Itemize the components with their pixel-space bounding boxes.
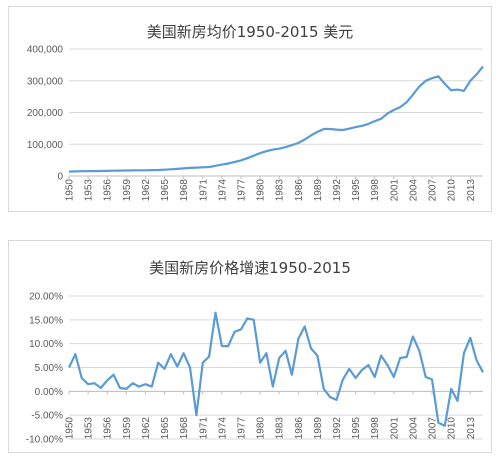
x-tick-label: 1959 [122, 179, 133, 202]
series-line [68, 311, 484, 427]
y-tick-label: -10.00% [26, 435, 63, 446]
x-tick-label: 1965 [160, 417, 171, 440]
x-tick-label: 1968 [179, 417, 190, 440]
y-tick-label: 400,000 [27, 45, 64, 56]
x-tick-label: 1968 [179, 179, 190, 202]
y-tick-label: 10.00% [29, 339, 63, 350]
x-tick-label: 1971 [198, 417, 209, 440]
y-tick-label: 0 [57, 172, 63, 183]
x-tick-label: 1986 [294, 417, 305, 440]
x-tick-label: 1962 [141, 417, 152, 440]
chart-title: 美国新房价格增速1950-2015 [149, 259, 351, 277]
x-tick-label: 2007 [428, 179, 439, 202]
x-tick-label: 1992 [332, 417, 343, 440]
growth-chart-svg: 20.00% 15.00% 10.00% 5.00% 0.00% -5.00% -10.00… [26, 292, 484, 446]
x-tick-label: 1989 [313, 417, 324, 440]
y-tick-label: 200,000 [27, 108, 64, 119]
x-tick-label: 1998 [370, 417, 381, 440]
x-tick-label: 1965 [160, 179, 171, 202]
chart-panel-growth: 美国新房价格增速1950-2015 20.00% 15.00% 10.00% 5.00… [8, 240, 492, 453]
x-tick-label: 2010 [447, 179, 458, 202]
chart-title: 美国新房均价1950-2015 美元 [146, 23, 354, 41]
x-tick-label: 1989 [313, 179, 324, 202]
x-tick-label: 1977 [236, 417, 247, 440]
x-tick-label: 1980 [256, 417, 267, 440]
x-tick-label: 2013 [466, 417, 477, 440]
x-tick-label: 1986 [294, 179, 305, 202]
y-tick-label: 100,000 [27, 140, 64, 151]
x-tick-label: 1971 [198, 179, 209, 202]
series-line [68, 65, 484, 173]
y-tick-label: -5.00% [31, 411, 63, 422]
x-tick-label: 1995 [351, 417, 362, 440]
y-tick-label: 5.00% [35, 363, 63, 374]
x-tick-label: 1953 [84, 179, 95, 202]
x-tick-label: 1977 [236, 179, 247, 202]
x-tick-label: 1959 [122, 417, 133, 440]
x-tick-label: 1983 [275, 179, 286, 202]
x-tick-label: 2004 [408, 417, 419, 440]
y-tick-label: 0.00% [35, 387, 63, 398]
x-tick-label: 2007 [428, 417, 439, 440]
x-tick-label: 1950 [65, 417, 76, 440]
x-tick-label: 1962 [141, 179, 152, 202]
x-tick-label: 1974 [217, 417, 228, 440]
y-tick-label: 300,000 [27, 76, 64, 87]
x-tick-label: 2001 [389, 417, 400, 440]
y-tick-label: 15.00% [29, 315, 63, 326]
x-tick-label: 1950 [65, 179, 76, 202]
x-tick-label: 1953 [84, 417, 95, 440]
x-tick-label: 1998 [370, 179, 381, 202]
x-tick-label: 1983 [275, 417, 286, 440]
x-tick-label: 2013 [466, 179, 477, 202]
y-tick-label: 20.00% [29, 292, 63, 303]
x-tick-label: 1956 [103, 179, 114, 202]
x-tick-label: 1956 [103, 417, 114, 440]
x-tick-label: 1995 [351, 179, 362, 202]
x-tick-label: 1974 [217, 179, 228, 202]
x-tick-label: 1992 [332, 179, 343, 202]
chart-panel-price: 美国新房均价1950-2015 美元 400,000 300,000 200,000… [8, 6, 492, 212]
x-tick-label: 2001 [389, 179, 400, 202]
x-tick-label: 1980 [256, 179, 267, 202]
x-tick-label: 2010 [447, 417, 458, 440]
x-tick-label: 2004 [408, 179, 419, 202]
